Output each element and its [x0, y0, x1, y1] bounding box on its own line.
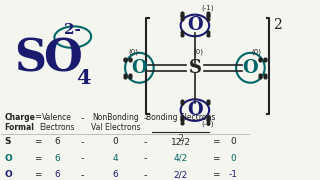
Text: 4: 4 [76, 68, 91, 88]
Text: (-1): (-1) [201, 121, 214, 127]
Text: =: = [34, 170, 42, 179]
Text: -: - [144, 153, 148, 163]
Text: 0: 0 [230, 137, 236, 146]
Text: Bonding Electrons: Bonding Electrons [146, 113, 215, 122]
Text: (0): (0) [252, 48, 262, 55]
Text: O: O [187, 101, 203, 119]
Text: O: O [4, 170, 12, 179]
Text: =: = [34, 137, 42, 146]
Text: (-1): (-1) [201, 4, 214, 10]
Text: (0): (0) [193, 48, 203, 55]
Text: 2: 2 [273, 18, 281, 32]
Text: O: O [243, 59, 258, 77]
Text: O: O [4, 154, 12, 163]
Text: S: S [14, 38, 46, 81]
Text: -: - [81, 153, 84, 163]
Text: 2-: 2- [64, 23, 81, 37]
Text: -: - [81, 113, 84, 123]
Text: 2: 2 [178, 134, 183, 143]
Text: NonBonding
Val Electrons: NonBonding Val Electrons [91, 113, 140, 132]
Text: 6: 6 [113, 170, 118, 179]
Text: =: = [212, 170, 219, 179]
Text: 6: 6 [54, 170, 60, 179]
Text: -: - [144, 113, 148, 123]
Text: -: - [81, 170, 84, 180]
Text: O: O [187, 16, 203, 34]
Text: -: - [81, 137, 84, 147]
Text: Charge
Formal: Charge Formal [4, 113, 36, 132]
Text: =: = [212, 154, 219, 163]
Text: =: = [34, 113, 41, 122]
Text: 2/2: 2/2 [173, 170, 188, 179]
Text: -: - [144, 170, 148, 180]
Text: 4/2: 4/2 [173, 154, 188, 163]
Text: 0: 0 [113, 137, 118, 146]
Text: 0: 0 [230, 154, 236, 163]
Text: 6: 6 [54, 137, 60, 146]
Text: 4: 4 [113, 154, 118, 163]
Text: S: S [188, 59, 201, 77]
Text: -: - [144, 137, 148, 147]
Text: O: O [132, 59, 147, 77]
Text: O: O [43, 38, 81, 81]
Text: Valence
Electrons: Valence Electrons [39, 113, 75, 132]
Text: =: = [34, 154, 42, 163]
Text: -1: -1 [228, 170, 237, 179]
Text: (0): (0) [128, 48, 138, 55]
Text: 12/2: 12/2 [171, 137, 191, 146]
Text: 6: 6 [54, 154, 60, 163]
Text: =: = [212, 137, 219, 146]
Text: S: S [4, 137, 11, 146]
